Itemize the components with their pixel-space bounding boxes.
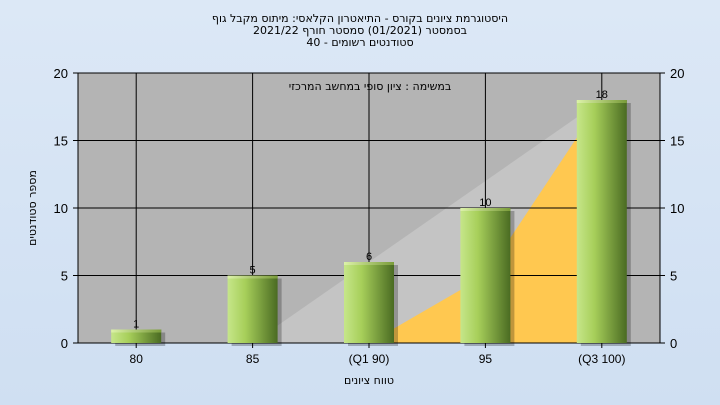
data-labels-layer: 1 5 6 10 18: [133, 89, 608, 331]
data-label: 1: [133, 319, 139, 331]
x-tick-label: 80: [130, 352, 144, 366]
bar-top: [460, 208, 511, 211]
y-axis-label: מספר סטודנטים: [26, 170, 39, 246]
x-tick-label: 95: [479, 352, 493, 366]
chart-annotation: במשימה : ציון סופי במחשב המרכזי: [289, 80, 452, 93]
chart-title: היסטוגרמת ציונים בקורס - התיאטרון הקלאסי…: [212, 12, 508, 49]
bar-top: [344, 262, 394, 265]
cumulative-area-fill: [369, 100, 602, 343]
chart-title-line-2: בסמסטר (01/2021) סמסטר חורף 2021/22: [253, 24, 467, 37]
x-tick-label: (Q1 90): [349, 352, 390, 366]
chart-title-line-3: סטודנטים רשומים - 40: [306, 36, 413, 49]
data-label: 10: [479, 197, 491, 209]
y-tick-label-right: 15: [670, 134, 684, 149]
bar: [576, 100, 627, 343]
data-label: 6: [366, 251, 372, 263]
chart-title-line-1: היסטוגרמת ציונים בקורס - התיאטרון הקלאסי…: [212, 12, 508, 25]
y-tick-label-right: 5: [670, 269, 677, 284]
data-label: 18: [596, 89, 608, 101]
y-tick-label-right: 10: [670, 201, 684, 216]
bars-layer: [111, 100, 631, 346]
y-tick-label-left: 0: [61, 336, 68, 351]
y-tick-label-left: 5: [61, 269, 68, 284]
x-tick-label: (Q3 100): [578, 352, 625, 366]
y-tick-label-left: 15: [54, 134, 68, 149]
bar-top: [227, 275, 278, 279]
y-tick-label-left: 20: [54, 66, 68, 81]
x-tick-label: 85: [246, 352, 260, 366]
bar: [227, 275, 278, 343]
bar-top: [576, 100, 627, 103]
bar: [460, 208, 511, 343]
y-tick-label-right: 20: [670, 66, 684, 81]
bar-top: [111, 329, 162, 333]
bar: [111, 329, 162, 343]
bar: [344, 262, 394, 343]
data-label: 5: [250, 265, 256, 277]
cumulative-area-layer: [252, 100, 602, 343]
y-tick-label-left: 10: [54, 201, 68, 216]
y-tick-label-right: 0: [670, 336, 677, 351]
x-axis-label: טווח ציונים: [344, 374, 394, 387]
